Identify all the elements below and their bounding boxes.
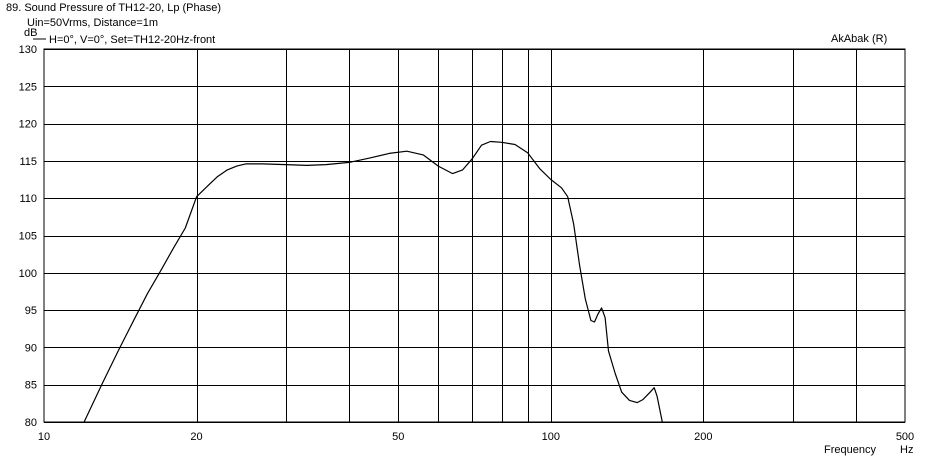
tick-labels: 80 85 90 95 100 105 110 115 120 125 130 10 20 50 100 20… [19, 44, 915, 443]
legend-entry: H=0°, V=0°, Set=TH12-20Hz-front [49, 34, 215, 46]
chart-title: 89. Sound Pressure of TH12-20, Lp (Phase… [6, 2, 221, 14]
y-axis-label: dB [24, 27, 37, 39]
x-tick-label-200: 200 [694, 431, 712, 443]
x-tick-label-500: 500 [896, 431, 914, 443]
y-tick-label-105: 105 [19, 231, 37, 243]
y-tick-label-85: 85 [25, 380, 37, 392]
y-tick-label-110: 110 [19, 193, 37, 205]
series-line-0 [83, 140, 663, 423]
x-tick-label-100: 100 [542, 431, 560, 443]
x-tick-label-10: 10 [38, 431, 50, 443]
y-tick-label-120: 120 [19, 119, 37, 131]
software-label: AkAbak (R) [831, 33, 887, 45]
y-tick-label-80: 80 [25, 417, 37, 429]
x-axis-unit: Hz [900, 444, 913, 456]
y-tick-label-125: 125 [19, 81, 37, 93]
y-tick-label-90: 90 [25, 342, 37, 354]
y-tick-label-115: 115 [19, 156, 37, 168]
measurement-conditions: Uin=50Vrms, Distance=1m [27, 17, 158, 29]
y-tick-label-130: 130 [19, 44, 37, 56]
x-tick-label-50: 50 [392, 431, 404, 443]
y-tick-label-95: 95 [25, 305, 37, 317]
plot-frame [43, 48, 906, 423]
grid [44, 49, 905, 423]
series-layer [83, 140, 663, 423]
x-axis-label: Frequency [824, 444, 876, 456]
x-tick-label-20: 20 [190, 431, 202, 443]
y-tick-label-100: 100 [19, 268, 37, 280]
